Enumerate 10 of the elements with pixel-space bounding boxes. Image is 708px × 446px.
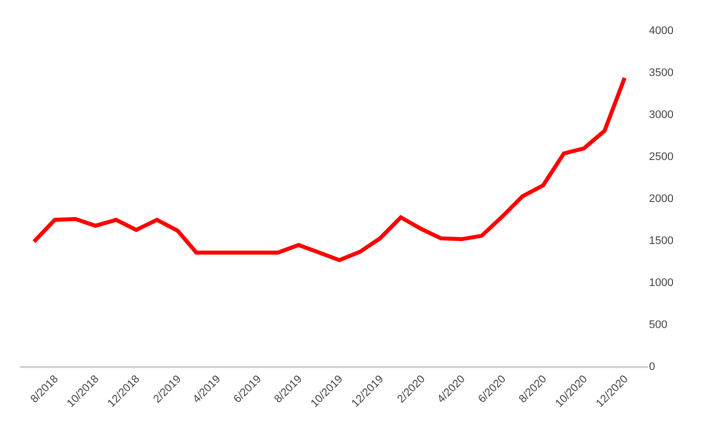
y-tick-label: 0: [649, 360, 656, 373]
y-tick-label: 4000: [649, 24, 674, 37]
y-tick-label: 1000: [649, 276, 674, 289]
y-tick-label: 1500: [649, 234, 674, 247]
y-tick-label: 2000: [649, 192, 674, 205]
y-tick-label: 3000: [649, 108, 674, 121]
line-series: [32, 76, 627, 262]
y-tick-label: 2500: [649, 150, 674, 163]
y-tick-label: 3500: [649, 66, 674, 79]
y-tick-label: 500: [649, 318, 668, 331]
